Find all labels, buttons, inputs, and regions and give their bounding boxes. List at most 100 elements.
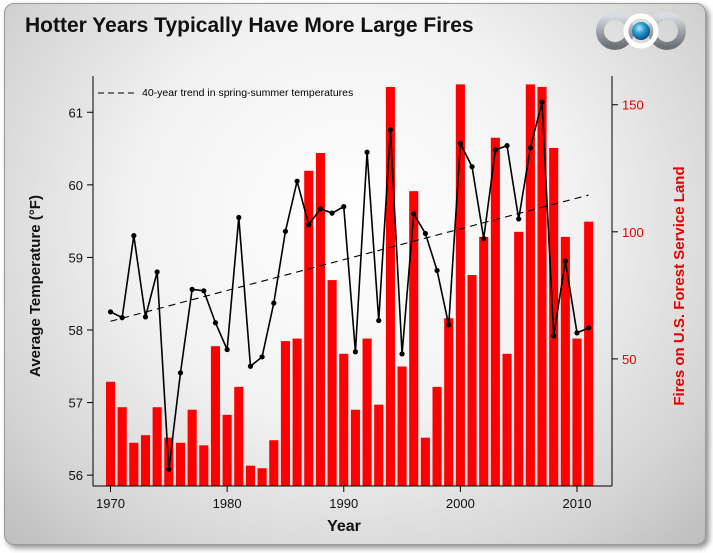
- fire-bar-1993: [374, 404, 384, 486]
- temperature-point-1975: [166, 466, 172, 472]
- temperature-point-1978: [201, 288, 207, 294]
- fire-bar-1977: [187, 409, 197, 486]
- temperature-point-1981: [236, 214, 242, 221]
- y-left-tick-label-61: 61: [69, 105, 83, 120]
- y-left-tick-label-59: 59: [69, 250, 83, 265]
- fire-bar-1994: [385, 86, 395, 487]
- axes-layer: 1970 1980 1990 2000 2010 56 57 58 59 60 61 50 100 150: [69, 98, 644, 511]
- fire-bar-1974: [152, 407, 162, 486]
- fire-bar-1978: [199, 445, 209, 486]
- chart-svg: 1970 1980 1990 2000 2010 56 57 58 59 60 61 50 100 150…: [27, 76, 688, 535]
- chart-title: Hotter Years Typically Have More Large F…: [25, 14, 474, 37]
- fire-bar-1973: [140, 435, 151, 486]
- y-left-tick-label-58: 58: [69, 323, 83, 338]
- temperature-point-1998: [434, 267, 440, 274]
- fire-bar-2007: [537, 86, 547, 487]
- fire-bar-1986: [292, 338, 302, 486]
- temperature-point-1970: [107, 309, 114, 315]
- temperature-point-1974: [154, 269, 160, 275]
- temperature-point-2002: [481, 235, 487, 242]
- trend-line: [110, 194, 589, 322]
- fire-bar-1979: [210, 346, 221, 486]
- temperature-point-1971: [119, 315, 125, 321]
- temperature-point-2006: [527, 145, 533, 151]
- fire-bar-1984: [269, 440, 279, 486]
- fire-bar-1998: [432, 386, 442, 486]
- fire-bar-1980: [222, 414, 232, 486]
- temperature-point-2004: [504, 143, 510, 149]
- temperature-point-1997: [422, 230, 428, 237]
- plot-frame: [92, 76, 613, 487]
- temperature-point-1986: [294, 178, 300, 184]
- fire-bar-2009: [560, 236, 570, 486]
- fire-bar-1991: [350, 409, 360, 486]
- fire-bar-1972: [129, 442, 139, 486]
- temperature-point-1994: [387, 127, 393, 133]
- temperature-point-1990: [341, 204, 347, 210]
- fire-bar-1996: [409, 191, 419, 486]
- chart-legend: 40-year trend in spring-summer temperatu…: [98, 87, 353, 99]
- fire-bar-1992: [362, 338, 372, 486]
- x-tick-label-2000: 2000: [446, 496, 475, 511]
- y-left-tick-label-60: 60: [69, 178, 83, 193]
- temperature-point-1987: [306, 222, 312, 228]
- fire-bar-1990: [339, 353, 349, 486]
- y-left-tick-label-56: 56: [69, 468, 83, 483]
- temperature-point-1985: [282, 228, 289, 234]
- temperature-point-1993: [376, 317, 382, 324]
- fire-bar-2010: [572, 338, 582, 486]
- legend-trend-label: 40-year trend in spring-summer temperatu…: [142, 87, 353, 99]
- fire-bar-2005: [514, 231, 524, 486]
- x-tick-label-1990: 1990: [329, 496, 358, 511]
- y-left-tick-label-57: 57: [69, 396, 83, 411]
- temperature-point-1995: [399, 351, 405, 357]
- temperature-point-1973: [142, 314, 149, 320]
- temperature-point-1999: [446, 322, 452, 328]
- temperature-layer: [107, 99, 592, 472]
- organization-logo-icon: [596, 12, 686, 50]
- fire-bar-1987: [304, 170, 314, 486]
- temperature-line: [110, 101, 589, 471]
- fire-bar-1997: [420, 437, 430, 486]
- temperature-point-1988: [317, 206, 324, 212]
- y-right-tick-label-100: 100: [622, 225, 644, 240]
- bars-layer: [105, 84, 594, 487]
- fire-bar-2000: [455, 84, 465, 486]
- temperature-point-1977: [189, 286, 195, 292]
- fire-bar-1999: [444, 318, 454, 486]
- temperature-point-2007: [539, 99, 545, 105]
- temperature-point-1991: [352, 349, 359, 355]
- fire-bar-1970: [105, 381, 116, 486]
- fire-bar-1988: [315, 153, 325, 486]
- temperature-point-2011: [586, 325, 592, 331]
- x-axis-title: Year: [327, 518, 361, 535]
- fire-bar-1995: [397, 366, 407, 486]
- temperature-point-1989: [329, 210, 335, 216]
- x-tick-label-2010: 2010: [563, 496, 592, 511]
- temperature-point-1992: [364, 149, 370, 155]
- temperature-point-1979: [212, 320, 219, 326]
- temperature-point-2000: [457, 140, 463, 147]
- fire-bar-1989: [327, 280, 337, 486]
- fire-bar-2006: [525, 84, 535, 486]
- fire-bar-2003: [490, 137, 500, 486]
- temperature-point-1982: [247, 363, 254, 369]
- fire-bar-2008: [549, 147, 559, 486]
- temperature-point-1976: [177, 370, 184, 376]
- y-axis-left-title: Average Temperature (°F): [27, 195, 44, 377]
- temperature-point-1984: [271, 300, 277, 306]
- temperature-point-1996: [411, 211, 417, 217]
- fire-bar-2004: [502, 353, 512, 486]
- temperature-point-2001: [469, 164, 475, 170]
- temperature-point-2003: [492, 147, 498, 153]
- temperature-point-1983: [259, 354, 265, 360]
- fire-bar-1983: [257, 468, 267, 486]
- x-tick-label-1970: 1970: [96, 496, 125, 511]
- fire-bar-1976: [175, 442, 186, 486]
- fire-bar-1971: [117, 407, 127, 486]
- fire-bar-2001: [467, 275, 477, 486]
- fire-bar-1982: [245, 465, 255, 486]
- fire-bar-2002: [479, 236, 489, 486]
- x-tick-label-1980: 1980: [213, 496, 242, 511]
- fire-bar-1981: [234, 386, 244, 486]
